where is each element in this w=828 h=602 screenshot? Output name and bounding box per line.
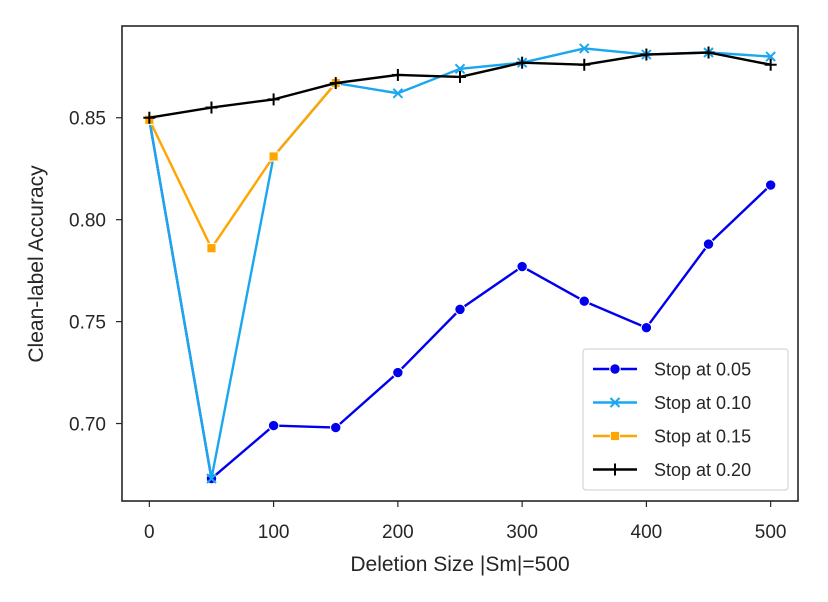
data-point-shape: [516, 260, 528, 273]
data-point: [391, 68, 404, 81]
x-axis: 0 100 200 300 400 500: [144, 501, 787, 543]
data-point-shape: [267, 419, 280, 432]
x-tick-label: 400: [631, 522, 663, 543]
legend-marker-shape: [609, 430, 621, 442]
data-point: [516, 56, 529, 69]
data-point-shape: [764, 179, 777, 191]
data-point-shape: [578, 295, 590, 307]
data-point: [640, 48, 653, 61]
y-axis: 0.70 0.75 0.80 0.85: [69, 109, 122, 436]
series-3: [143, 46, 777, 124]
legend-entry: Stop at 0.05: [593, 360, 751, 380]
data-point-shape: [454, 303, 466, 316]
data-point: [702, 238, 715, 250]
data-point-shape: [268, 151, 279, 162]
legend-label: Stop at 0.20: [654, 460, 751, 480]
data-point-shape: [330, 421, 342, 434]
data-point: [764, 179, 777, 191]
legend-entry: Stop at 0.15: [593, 427, 751, 447]
data-point: [454, 303, 466, 316]
data-point-shape: [702, 238, 715, 250]
data-point: [454, 70, 466, 83]
y-axis-label: Clean-label Accuracy: [25, 165, 48, 363]
data-point: [579, 43, 590, 54]
data-point: [578, 58, 591, 71]
legend-frame: [582, 348, 789, 491]
data-point: [143, 111, 156, 124]
data-point-stroke: [579, 43, 590, 54]
legend-label: Stop at 0.15: [654, 427, 751, 447]
data-point: [454, 63, 466, 75]
data-point: [206, 473, 217, 484]
y-tick-label: 0.75: [69, 313, 106, 334]
series-0: [143, 114, 777, 485]
data-point: [205, 101, 218, 114]
x-axis-label: Deletion Size |Sm|=500: [350, 553, 569, 576]
data-point: [329, 77, 342, 90]
data-point-stroke: [392, 88, 404, 99]
data-point-shape: [392, 366, 404, 379]
data-point-shape: [640, 322, 653, 334]
data-point: [330, 421, 342, 434]
legend-marker: [609, 463, 621, 476]
series-layer: [143, 43, 777, 485]
data-point-stroke: [765, 51, 776, 62]
x-tick-label: 500: [755, 522, 787, 543]
data-point: [267, 419, 280, 432]
y-tick-label: 0.70: [69, 415, 106, 436]
legend-label: Stop at 0.05: [654, 360, 751, 380]
legend: Stop at 0.05 Stop at 0.10 Stop at 0.15 Stop…: [582, 348, 789, 491]
data-point: [206, 243, 217, 254]
legend-entry: Stop at 0.10: [593, 393, 751, 413]
data-point: [578, 295, 590, 307]
legend-marker: [609, 363, 621, 375]
series-line: [148, 81, 337, 250]
legend-marker-stroke: [609, 397, 621, 408]
data-point: [702, 46, 715, 59]
x-tick-label: 100: [258, 522, 290, 543]
legend-entry: Stop at 0.20: [593, 460, 751, 480]
data-point: [640, 322, 653, 334]
data-point-shape: [206, 243, 217, 254]
data-point-stroke: [454, 63, 466, 75]
data-point: [268, 151, 279, 162]
y-tick-label: 0.85: [69, 109, 106, 130]
data-point: [765, 51, 776, 62]
x-tick-label: 200: [382, 522, 414, 543]
legend-marker-shape: [609, 363, 621, 375]
legend-marker: [609, 430, 621, 442]
data-point: [392, 366, 404, 379]
y-tick-label: 0.80: [69, 211, 106, 232]
data-point-stroke: [206, 473, 217, 484]
data-point: [267, 93, 280, 106]
legend-label: Stop at 0.10: [654, 393, 751, 413]
legend-marker: [609, 397, 621, 408]
x-tick-label: 0: [144, 522, 155, 543]
x-tick-label: 300: [506, 522, 538, 543]
data-point: [392, 88, 404, 99]
data-point: [516, 260, 528, 273]
data-point: [764, 58, 777, 71]
